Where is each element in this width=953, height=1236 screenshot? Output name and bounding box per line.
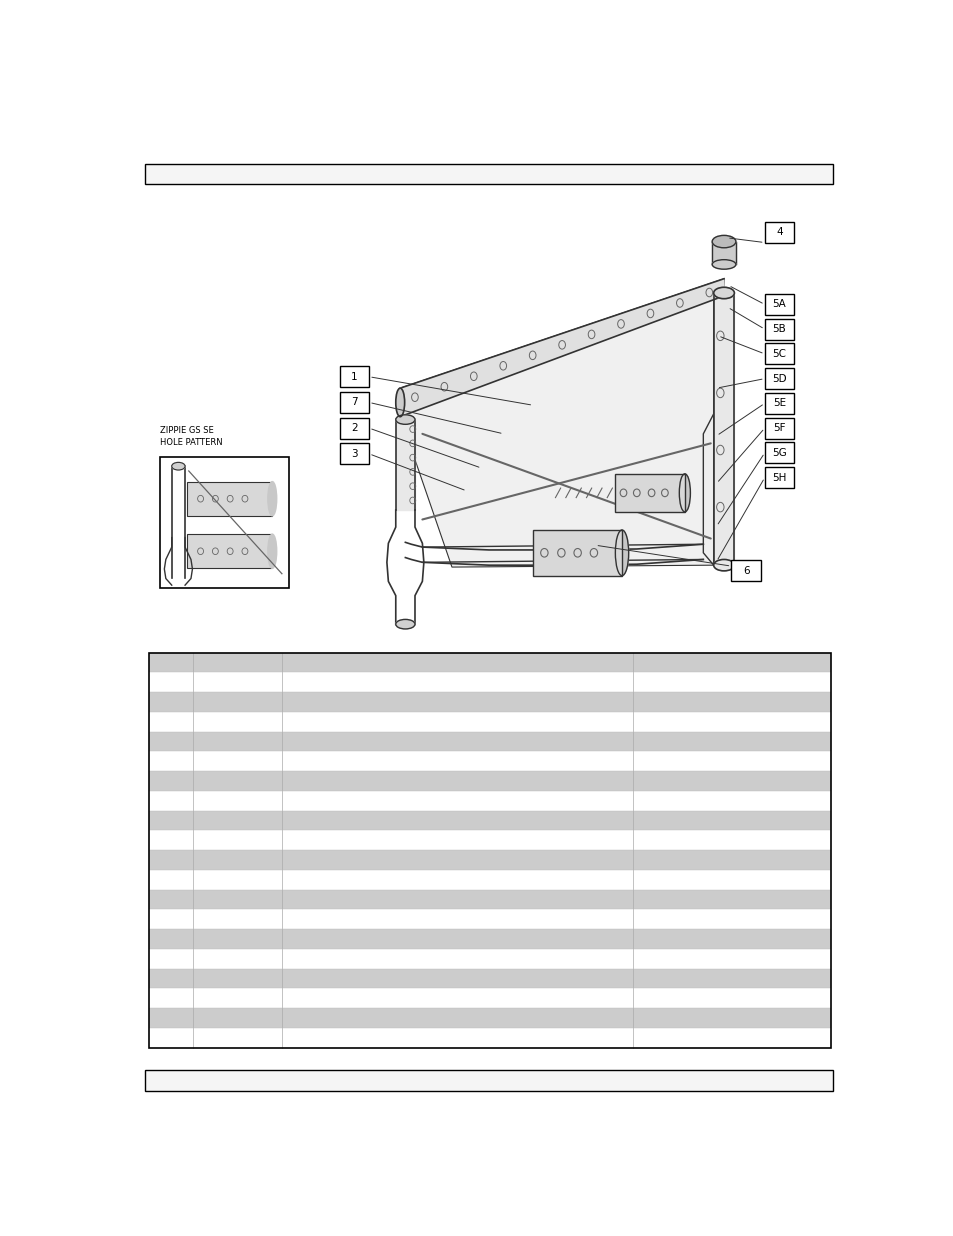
Ellipse shape — [395, 388, 404, 417]
Text: 5G: 5G — [771, 447, 786, 457]
Text: 6: 6 — [742, 566, 749, 576]
Bar — [149, 850, 830, 870]
Bar — [187, 534, 272, 569]
Text: 5C: 5C — [772, 349, 785, 358]
Bar — [187, 482, 272, 515]
Text: 1: 1 — [351, 372, 357, 382]
Bar — [149, 929, 830, 949]
Ellipse shape — [712, 235, 735, 247]
Bar — [149, 831, 830, 850]
Polygon shape — [702, 293, 718, 565]
Bar — [145, 1069, 832, 1090]
Text: 5D: 5D — [771, 373, 786, 383]
Bar — [149, 870, 830, 890]
Ellipse shape — [713, 560, 734, 571]
Bar — [149, 989, 830, 1009]
Bar — [764, 368, 794, 389]
Bar — [764, 467, 794, 488]
Bar — [149, 811, 830, 831]
Bar — [149, 672, 830, 692]
Bar — [149, 791, 830, 811]
Text: 3: 3 — [351, 449, 357, 459]
Bar — [764, 294, 794, 315]
Bar — [149, 890, 830, 910]
Text: 7: 7 — [351, 398, 357, 408]
Bar — [149, 751, 830, 771]
Bar — [149, 1028, 830, 1048]
Ellipse shape — [395, 415, 415, 424]
Polygon shape — [400, 278, 723, 417]
Ellipse shape — [712, 260, 735, 269]
Text: 5B: 5B — [772, 324, 785, 334]
Bar — [339, 444, 369, 465]
Text: 5E: 5E — [772, 398, 785, 408]
Bar — [533, 530, 621, 576]
Bar — [149, 653, 830, 672]
Text: 2: 2 — [351, 423, 357, 433]
Bar — [764, 442, 794, 464]
Bar — [149, 771, 830, 791]
Bar — [145, 163, 832, 184]
Bar — [764, 319, 794, 340]
Polygon shape — [400, 278, 723, 567]
Bar — [339, 392, 369, 413]
Bar — [731, 560, 760, 581]
Bar — [149, 910, 830, 929]
Ellipse shape — [268, 482, 276, 515]
Bar — [160, 456, 289, 588]
Bar — [149, 653, 830, 1048]
Bar — [764, 418, 794, 439]
Bar — [614, 473, 684, 512]
Bar — [339, 418, 369, 439]
Text: 4: 4 — [776, 227, 782, 237]
Text: ZIPPIE GS SE
HOLE PATTERN: ZIPPIE GS SE HOLE PATTERN — [160, 426, 222, 447]
Ellipse shape — [268, 534, 276, 569]
Bar — [764, 393, 794, 414]
Bar — [149, 732, 830, 751]
Text: 5A: 5A — [772, 299, 785, 309]
Bar — [149, 949, 830, 969]
Ellipse shape — [679, 473, 690, 512]
Text: 5H: 5H — [772, 472, 786, 482]
Bar — [764, 221, 794, 242]
Bar — [149, 692, 830, 712]
Bar — [149, 712, 830, 732]
Ellipse shape — [395, 619, 415, 629]
Ellipse shape — [172, 462, 185, 470]
Ellipse shape — [615, 530, 628, 576]
Bar — [149, 1009, 830, 1028]
Text: 5F: 5F — [773, 423, 785, 433]
Bar — [149, 969, 830, 989]
Bar — [764, 344, 794, 365]
Ellipse shape — [713, 287, 734, 299]
Bar — [339, 366, 369, 387]
